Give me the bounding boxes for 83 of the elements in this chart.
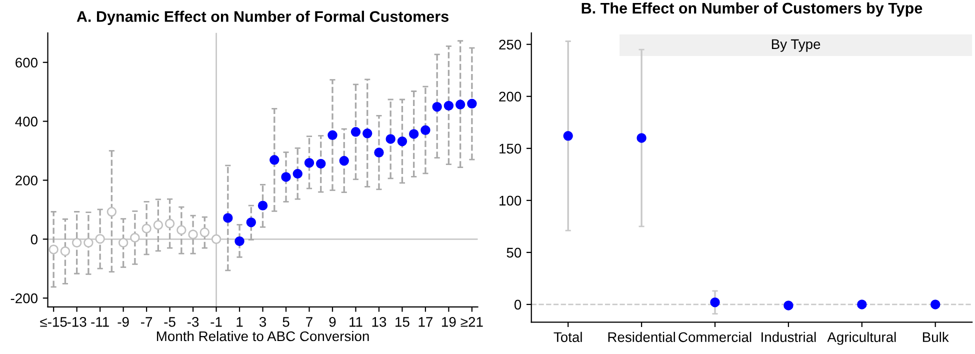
point (292, 168, 302, 179)
x-tick-label: -3 (187, 317, 199, 327)
point (350, 127, 361, 137)
y-tick-label: 150 (500, 144, 522, 154)
x-tick-label: 19 (442, 317, 456, 327)
point (118, 238, 128, 248)
x-tick-label: -5 (164, 317, 176, 327)
point (153, 220, 164, 230)
x-tick-label: 13 (372, 317, 386, 327)
point (339, 156, 349, 166)
point (432, 102, 442, 112)
x-tick-label: Industrial (762, 332, 816, 342)
x-tick-label: Commercial (678, 332, 752, 342)
x-tick-label: 7 (306, 317, 312, 327)
x-tick-label: -1 (210, 317, 222, 327)
x-tick-label: -7 (140, 317, 152, 327)
point (176, 225, 186, 235)
point (48, 244, 58, 254)
point (60, 246, 70, 256)
point (188, 230, 198, 240)
point (408, 129, 419, 139)
x-tick-label: Total (554, 332, 582, 342)
x-tick-label: -11 (91, 317, 109, 327)
x-tick-label: Residential (608, 332, 675, 342)
y-tick-label: 250 (499, 40, 522, 50)
y-tick-label: 50 (506, 248, 522, 258)
point (270, 155, 280, 165)
y-tick-label: 0 (514, 300, 522, 310)
x-tick-label: -13 (67, 317, 86, 327)
point (246, 218, 256, 228)
point (95, 234, 105, 244)
point (258, 200, 268, 210)
point (316, 158, 326, 169)
x-tick-label: 5 (282, 317, 290, 327)
x-tick-label: 3 (259, 317, 266, 327)
annotation: By Type (772, 39, 820, 52)
y-tick-label: 0 (30, 234, 38, 244)
x-tick-label: Agricultural (827, 332, 896, 345)
x-tick-label: -9 (118, 317, 129, 327)
point (72, 238, 82, 248)
chart-title: A. Dynamic Effect on Number of Formal Customers (76, 10, 448, 25)
y-tick-label: 100 (500, 196, 522, 206)
point (106, 206, 117, 217)
point (211, 234, 222, 244)
point (397, 136, 408, 146)
x-tick-label: ≤-15 (40, 317, 67, 327)
point (362, 128, 372, 138)
point (444, 100, 454, 111)
point (386, 134, 396, 144)
x-tick-label: ≥21 (460, 317, 483, 327)
y-tick-label: 200 (16, 176, 38, 186)
point (563, 131, 573, 141)
point (784, 300, 794, 310)
x-axis-title: Month Relative to ABC Conversion (156, 330, 369, 342)
point (200, 228, 210, 238)
point (374, 148, 384, 158)
point (636, 133, 646, 143)
x-tick-label: 11 (350, 317, 362, 327)
point (420, 125, 430, 136)
point (304, 158, 314, 168)
point (164, 218, 175, 228)
point (130, 232, 140, 243)
point (467, 98, 477, 108)
point (234, 236, 244, 246)
point (223, 213, 233, 223)
point (857, 300, 867, 310)
x-tick-label: Bulk (922, 332, 949, 342)
point (142, 224, 152, 234)
x-tick-label: 1 (236, 317, 243, 327)
point (710, 298, 720, 308)
point (930, 300, 940, 310)
point (84, 238, 94, 248)
y-tick-label: 600 (16, 58, 38, 68)
chart-title: B. The Effect on Number of Customers by Type (582, 2, 922, 17)
y-tick-label: -200 (10, 293, 38, 304)
point (455, 100, 466, 110)
y-tick-label: 200 (499, 92, 522, 102)
x-tick-label: 9 (329, 317, 336, 327)
x-tick-label: 17 (418, 317, 432, 327)
point (328, 130, 338, 140)
y-tick-label: 400 (15, 116, 38, 126)
x-tick-label: 15 (396, 317, 410, 327)
point (281, 172, 291, 182)
